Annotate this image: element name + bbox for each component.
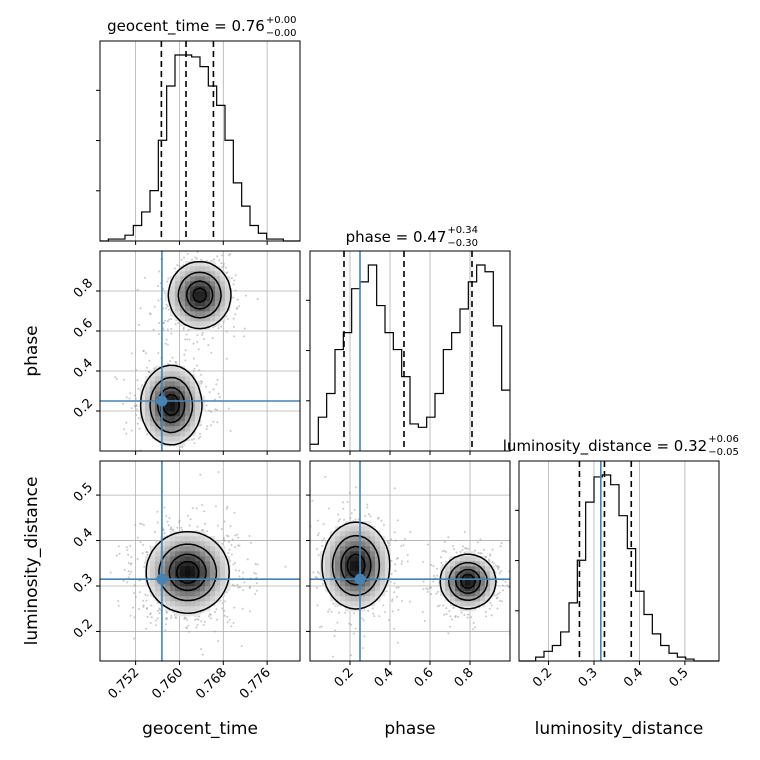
y-tick-label: 0.4 <box>71 356 96 381</box>
x-tick-label: 0.8 <box>452 665 477 690</box>
x-tick-label: 0.6 <box>412 665 437 690</box>
panel-frame <box>99 40 301 242</box>
histogram-luminosity_distance: 0.2 0.3 0.4 0.5 <box>515 460 720 690</box>
title-luminosity-distance: luminosity_distance = 0.32 <box>503 437 707 456</box>
title-geocent-time-plus: +0.00 <box>266 15 297 26</box>
x-tick-label: 0.776 <box>237 665 274 702</box>
truth-marker-phase_vs_geocent_time <box>156 395 168 407</box>
y-axis-label-phase: phase <box>22 325 42 376</box>
panel-frame <box>518 460 720 662</box>
x-tick-label: 0.752 <box>106 665 143 702</box>
histogram-step-luminosity_distance <box>519 474 719 662</box>
panel-background <box>100 41 300 241</box>
density-luminosity_distance_vs_geocent_time <box>100 461 300 661</box>
title-phase-minus: −0.30 <box>447 238 478 249</box>
x-axis-label-luminosity-distance: luminosity_distance <box>535 719 704 739</box>
x-tick-label: 0.2 <box>530 665 555 690</box>
corner-panels: 0.2 0.3 0.4 0.50.20.40.60.80.752 0.760 0.768 0… <box>71 40 720 702</box>
y-tick-label: 0.5 <box>71 480 96 505</box>
contour-luminosity_distance_vs_geocent_time-0 <box>145 530 230 614</box>
x-tick-label: 0.2 <box>332 665 357 690</box>
x-axis-label-phase: phase <box>384 719 435 739</box>
title-luminosity-distance-minus: −0.05 <box>708 447 739 458</box>
title-phase-plus: +0.34 <box>447 225 478 236</box>
contour-phase_vs_geocent_time-2 <box>156 280 214 424</box>
x-tick-label: 0.4 <box>621 665 646 690</box>
panel-frame <box>99 250 301 452</box>
title-phase: phase = 0.47 <box>346 228 447 246</box>
contour-phase_vs_geocent_time-0 <box>139 260 232 446</box>
y-tick-label: 0.6 <box>71 316 96 341</box>
panel-frame <box>99 460 301 662</box>
x-axis-label-geocent-time: geocent_time <box>142 719 258 739</box>
title-geocent-time-minus: −0.00 <box>266 28 297 39</box>
y-axis-label-luminosity-distance: luminosity_distance <box>22 477 42 646</box>
y-tick-label: 0.2 <box>71 396 96 421</box>
truth-marker-luminosity_distance_vs_phase <box>354 573 366 585</box>
x-tick-label: 0.3 <box>576 665 601 690</box>
y-tick-label: 0.3 <box>71 571 96 596</box>
y-tick-label: 0.8 <box>71 276 96 301</box>
scatter-luminosity_distance_vs_phase: 0.2 0.4 0.6 0.8 <box>306 460 511 690</box>
contour-phase_vs_geocent_time-1 <box>149 271 222 434</box>
y-tick-label: 0.2 <box>71 616 96 641</box>
x-tick-label: 0.4 <box>372 665 397 690</box>
x-tick-label: 0.768 <box>193 665 230 702</box>
panel-frame <box>309 460 511 662</box>
x-tick-label: 0.5 <box>667 665 692 690</box>
x-tick-label: 0.760 <box>149 665 186 702</box>
scatter-luminosity_distance_vs_geocent_time: 0.752 0.760 0.768 0.776 0.2 0.3 0.4 0.5 <box>71 460 301 702</box>
truth-marker-luminosity_distance_vs_geocent_time <box>156 573 168 585</box>
title-geocent-time: geocent_time = 0.76 <box>107 17 265 36</box>
histogram-step-geocent_time <box>100 54 300 242</box>
histogram-geocent_time <box>96 40 301 245</box>
panel-frame <box>309 250 511 452</box>
contour-luminosity_distance_vs_phase-0 <box>321 521 497 610</box>
histogram-phase <box>306 250 511 455</box>
density-luminosity_distance_vs_phase <box>310 461 510 661</box>
density-phase_vs_geocent_time <box>100 251 300 451</box>
title-luminosity-distance-plus: +0.06 <box>708 434 739 445</box>
y-tick-label: 0.4 <box>71 525 96 550</box>
